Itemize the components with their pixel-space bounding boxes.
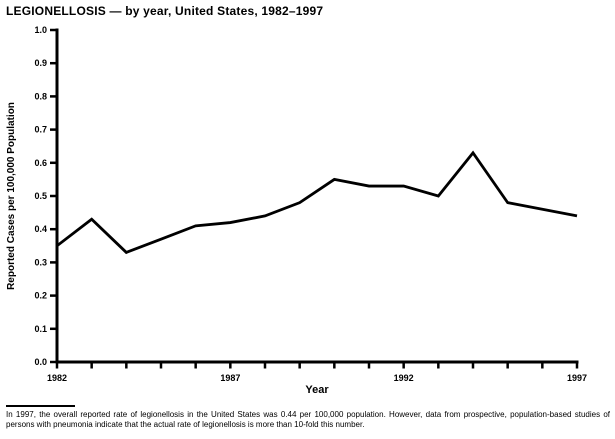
data-line [56, 150, 578, 255]
y-tick-label: 0.0 [34, 357, 47, 367]
y-tick-label: 0.2 [34, 291, 47, 301]
chart-title: LEGIONELLOSIS — by year, United States, … [6, 4, 324, 18]
y-tick-label: 0.6 [34, 158, 47, 168]
y-tick-label: 0.8 [34, 91, 47, 101]
y-tick-label: 0.9 [34, 58, 47, 68]
y-tick-label: 0.1 [34, 324, 47, 334]
x-tick-label: 1987 [220, 373, 240, 383]
y-tick-label: 0.3 [34, 257, 47, 267]
y-tick-label: 1.0 [34, 25, 47, 35]
x-tick-label: 1992 [394, 373, 414, 383]
footnote-rule [6, 405, 75, 407]
footnote-text: In 1997, the overall reported rate of le… [6, 410, 610, 429]
footnote: In 1997, the overall reported rate of le… [6, 405, 610, 430]
y-tick-label: 0.5 [34, 191, 47, 201]
y-tick-label: 0.7 [34, 125, 47, 135]
x-axis-label: Year [305, 384, 329, 396]
x-tick-label: 1997 [567, 373, 587, 383]
y-tick-label: 0.4 [34, 224, 47, 234]
line-chart: 0.0 0.1 0.2 0.3 0.4 0.5 0.6 0.7 0.8 0.9 1.0 1982 198… [6, 25, 587, 396]
x-tick-label: 1982 [47, 373, 67, 383]
y-axis-label: Reported Cases per 100,000 Population [6, 102, 17, 290]
